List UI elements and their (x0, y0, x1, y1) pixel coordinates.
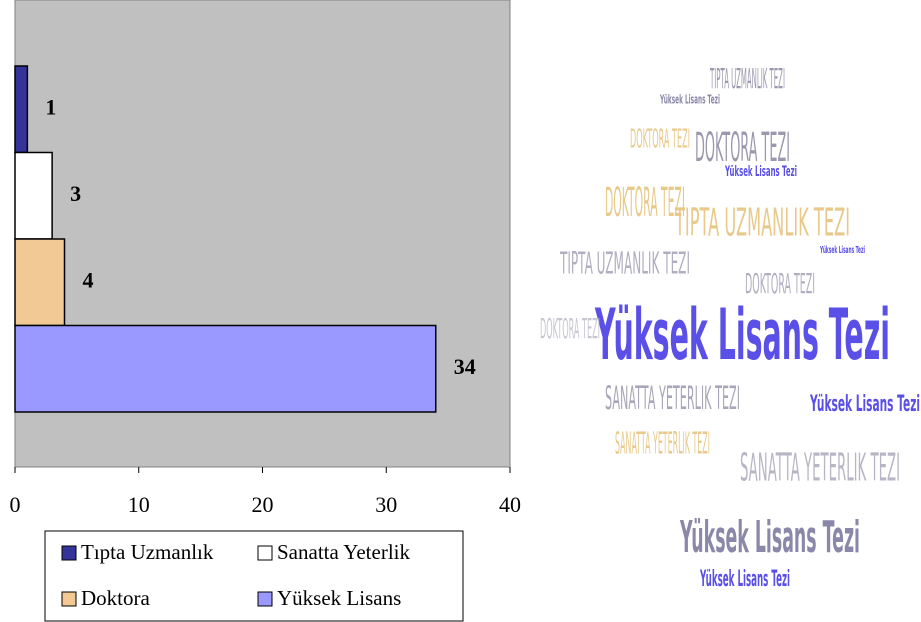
bar (14, 151, 53, 240)
cloud-word: Yüksek Lisans Tezi (810, 392, 920, 417)
cloud-word: Yüksek Lisans Tezi (595, 294, 890, 376)
data-label: 34 (454, 354, 476, 379)
legend-swatch (257, 545, 273, 561)
legend-box (44, 530, 464, 622)
data-label: 3 (70, 181, 81, 206)
x-tick-label: 30 (375, 492, 397, 517)
bar (14, 65, 29, 154)
cloud-word: Yüksek Lisans Tezi (660, 93, 720, 107)
legend-label: Doktora (81, 586, 150, 610)
cloud-word: Yüksek Lisans Tezi (820, 245, 865, 256)
x-tick-label: 40 (499, 492, 521, 517)
legend-label: Sanatta Yeterlik (277, 540, 410, 564)
bar (14, 238, 66, 327)
legend-swatch (61, 545, 77, 561)
x-tick-label: 20 (252, 492, 274, 517)
cloud-word: SANATTA YETERLIK TEZI (615, 427, 710, 462)
legend-swatch (61, 591, 77, 607)
bar (14, 324, 437, 413)
cloud-word: DOKTORA TEZI (630, 125, 690, 155)
cloud-word: Yüksek Lisans Tezi (680, 512, 860, 563)
cloud-word: TIPTA UZMANLIK TEZI (560, 247, 690, 282)
x-tick-label: 10 (128, 492, 150, 517)
cloud-word: DOKTORA TEZI (540, 312, 600, 345)
cloud-word: SANATTA YETERLIK TEZI (740, 446, 900, 490)
cloud-word: DOKTORA TEZI (745, 267, 815, 300)
legend-label: Yüksek Lisans (277, 586, 401, 610)
cloud-word: Yüksek Lisans Tezi (725, 164, 797, 180)
legend-label: Tıpta Uzmanlık (81, 540, 214, 564)
data-label: 4 (83, 267, 94, 292)
x-tick-label: 0 (10, 492, 21, 517)
word-cloud: Yüksek Lisans Tezi Yüksek Lisans Tezi Yüks… (540, 62, 920, 592)
cloud-word: DOKTORA TEZI (695, 125, 790, 171)
legend-swatch (257, 591, 273, 607)
cloud-word: SANATTA YETERLIK TEZI (605, 379, 740, 417)
cloud-word: Yüksek Lisans Tezi (700, 567, 790, 592)
cloud-word: DOKTORA TEZI (605, 180, 685, 226)
data-label: 1 (45, 94, 56, 119)
cloud-word: TIPTA UZMANLIK TEZI (675, 201, 850, 245)
cloud-word: TIPTA UZMANLIK TEZI (710, 62, 785, 95)
